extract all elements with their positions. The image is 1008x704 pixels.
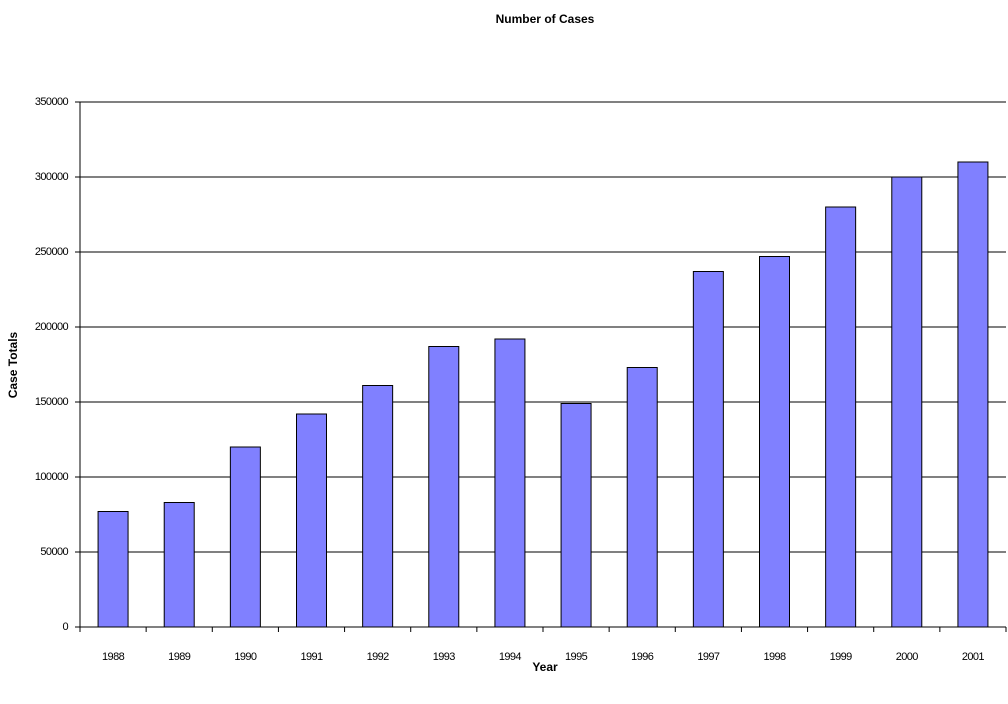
y-tick-label: 0 xyxy=(62,621,68,633)
bar xyxy=(759,256,790,628)
y-tick-label: 200000 xyxy=(35,321,69,333)
bar xyxy=(296,413,327,628)
y-tick-label: 150000 xyxy=(35,396,69,408)
x-tick-label: 1994 xyxy=(499,651,522,663)
x-tick-label: 1999 xyxy=(830,651,853,663)
x-tick-label: 1997 xyxy=(697,651,720,663)
bar xyxy=(825,206,857,628)
bar xyxy=(957,161,989,628)
bar xyxy=(626,367,658,628)
y-tick-label: 300000 xyxy=(35,171,69,183)
x-tick-label: 1995 xyxy=(565,651,588,663)
y-tick-label: 350000 xyxy=(35,96,69,108)
bar xyxy=(229,446,261,628)
bar xyxy=(560,403,592,628)
x-tick-label: 1989 xyxy=(168,651,191,663)
bar xyxy=(428,346,460,628)
bar xyxy=(891,176,923,628)
y-axis-label: Case Totals xyxy=(6,331,20,398)
bar xyxy=(97,511,129,628)
x-tick-label: 2001 xyxy=(962,651,985,663)
x-axis-label: Year xyxy=(532,660,558,674)
bar xyxy=(362,385,394,628)
bar xyxy=(692,271,724,628)
x-tick-label: 1998 xyxy=(763,651,786,663)
x-tick-label: 1993 xyxy=(433,651,456,663)
x-tick-label: 1996 xyxy=(631,651,654,663)
y-tick-label: 100000 xyxy=(35,471,69,483)
bar xyxy=(494,338,526,628)
y-tick-label: 250000 xyxy=(35,246,69,258)
x-tick-label: 1991 xyxy=(300,651,323,663)
bar xyxy=(163,502,195,628)
x-tick-label: 2000 xyxy=(896,651,919,663)
x-tick-label: 1990 xyxy=(234,651,257,663)
x-tick-label: 1988 xyxy=(102,651,125,663)
chart-title: Number of Cases xyxy=(496,12,595,26)
y-tick-label: 50000 xyxy=(40,546,68,558)
x-tick-label: 1992 xyxy=(367,651,390,663)
